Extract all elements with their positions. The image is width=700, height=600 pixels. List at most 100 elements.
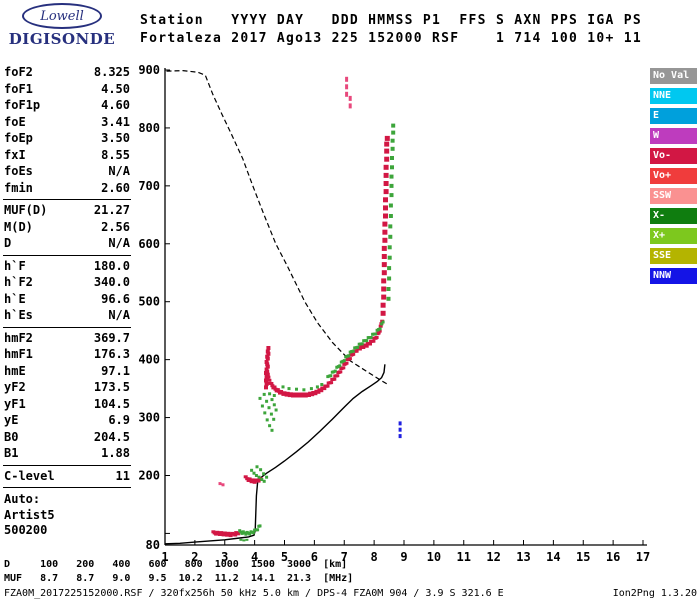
ionogram-plot: 1 2 3 4 5 6 7 8 9 10 11 12 13 14 15 16 17 900 800 700 600 500… bbox=[130, 55, 678, 570]
parameter-row-foes: foEs N/A bbox=[4, 163, 130, 180]
parameter-row-m-d-: M(D) 2.56 bbox=[4, 219, 130, 236]
parameter-row-fxi: fxI 8.55 bbox=[4, 147, 130, 164]
series-F2-trace-O bbox=[266, 319, 385, 398]
parameter-row-hme: hmE 97.1 bbox=[4, 363, 130, 380]
param-value: 369.7 bbox=[93, 330, 130, 345]
param-value: N/A bbox=[108, 308, 130, 322]
y-tick-label: 400 bbox=[138, 353, 160, 367]
param-label: h`Es bbox=[4, 308, 33, 322]
axes: 1 2 3 4 5 6 7 8 9 10 11 12 13 14 15 16 17900800700600500… bbox=[138, 63, 650, 564]
autoscaling-line: Auto: bbox=[4, 492, 41, 506]
parameter-row-b1: B1 1.88 bbox=[4, 445, 130, 462]
param-label: C-level bbox=[4, 468, 55, 483]
param-label: foF1p bbox=[4, 98, 41, 112]
y-tick-label: 700 bbox=[138, 179, 160, 193]
x-tick-label: 7 bbox=[341, 550, 348, 564]
y-tick-label: 900 bbox=[138, 63, 160, 77]
parameter-row-c-level: C-level 11 bbox=[4, 468, 130, 485]
param-label: M(D) bbox=[4, 219, 33, 234]
autoscaling-line: 500200 bbox=[4, 523, 48, 537]
legend-item-w: W bbox=[650, 128, 697, 144]
x-tick-label: 10 bbox=[427, 550, 441, 564]
y-tick-label: 80 bbox=[146, 538, 160, 552]
series-F1-region-X-cluster bbox=[258, 392, 278, 432]
parameter-row-yf1: yF1 104.5 bbox=[4, 396, 130, 413]
param-label: B1 bbox=[4, 446, 19, 460]
param-label: foEp bbox=[4, 131, 33, 145]
x-tick-label: 8 bbox=[371, 550, 378, 564]
param-value: 104.5 bbox=[93, 396, 130, 411]
y-tick-label: 300 bbox=[138, 411, 160, 425]
legend-item-e: E bbox=[650, 108, 697, 124]
legend-item-no-val: No Val bbox=[650, 68, 697, 84]
x-tick-label: 4 bbox=[251, 550, 258, 564]
param-label: foF1 bbox=[4, 81, 33, 96]
lowell-digisonde-logo: Lowell DIGISONDE bbox=[6, 3, 118, 48]
scaled-parameters-panel: foF2 8.325 foF1 4.50 foF1p 4.60 foE 3.41 foEp 3.5… bbox=[3, 62, 131, 539]
logo-digisonde-text: DIGISONDE bbox=[8, 30, 116, 48]
series-F2-spread-column-O bbox=[380, 135, 390, 316]
series-scatter-pink-left bbox=[218, 482, 225, 487]
legend-item-ssw: SSW bbox=[650, 188, 697, 204]
software-version-text: Ion2Png 1.3.20 bbox=[612, 588, 697, 599]
autoscaling-info: Auto: Artist5 500200 bbox=[3, 487, 131, 539]
param-label: fxI bbox=[4, 147, 26, 162]
legend-item-x-: X- bbox=[650, 208, 697, 224]
param-label: hmF2 bbox=[4, 330, 33, 345]
param-value: 96.6 bbox=[101, 291, 130, 306]
param-value: 180.0 bbox=[93, 258, 130, 273]
y-tick-label: 200 bbox=[138, 468, 160, 482]
parameter-row-ye: yE 6.9 bbox=[4, 412, 130, 429]
param-value: N/A bbox=[108, 164, 130, 178]
param-value: 1.88 bbox=[101, 446, 130, 460]
x-tick-label: 5 bbox=[281, 550, 288, 564]
legend-item-vo-: Vo- bbox=[650, 148, 697, 164]
x-tick-label: 15 bbox=[576, 550, 590, 564]
series-F2-spread-column-X bbox=[386, 123, 396, 301]
parameter-row-muf-d-: MUF(D) 21.27 bbox=[4, 202, 130, 219]
distance-muf-table: D 100 200 400 600 800 1000 1500 3000 [km… bbox=[4, 559, 354, 584]
legend-item-sse: SSE bbox=[650, 248, 697, 264]
parameter-row-fof2: foF2 8.325 bbox=[4, 64, 130, 81]
param-label: h`F bbox=[4, 258, 26, 273]
series-F2-trace-X-rise bbox=[326, 320, 385, 379]
param-label: hmE bbox=[4, 363, 26, 378]
param-value: 21.27 bbox=[93, 203, 130, 217]
series-E-layer-trace-X bbox=[238, 524, 262, 536]
y-tick-label: 600 bbox=[138, 237, 160, 251]
param-value: 173.5 bbox=[93, 380, 130, 394]
parameter-group: foF2 8.325 foF1 4.50 foF1p 4.60 foE 3.41 foEp 3.5… bbox=[3, 62, 131, 199]
param-value: 204.5 bbox=[93, 429, 130, 444]
echo-direction-legend: No Val NNE E W Vo- Vo+ SSW X- X+ SSE NNW bbox=[650, 68, 697, 288]
series-true-height-profile bbox=[164, 364, 386, 545]
x-tick-label: 14 bbox=[546, 550, 560, 564]
x-tick-label: 13 bbox=[516, 550, 530, 564]
lowell-logo-oval: Lowell bbox=[22, 3, 102, 29]
ionogram-svg: 1 2 3 4 5 6 7 8 9 10 11 12 13 14 15 16 17900800700600500… bbox=[138, 63, 650, 564]
param-value: N/A bbox=[108, 236, 130, 250]
param-value: 340.0 bbox=[93, 275, 130, 289]
parameter-row-h-es: h`Es N/A bbox=[4, 307, 130, 324]
series-F1-cusp-spread-O bbox=[264, 346, 271, 390]
series-E-region-X-below bbox=[239, 538, 249, 542]
param-value: 176.3 bbox=[93, 347, 130, 361]
series-oblique-scatter-blue bbox=[398, 421, 402, 439]
x-tick-label: 12 bbox=[486, 550, 500, 564]
series-F2-trace-X-flat bbox=[281, 383, 324, 392]
param-value: 97.1 bbox=[101, 363, 130, 378]
param-label: foF2 bbox=[4, 65, 33, 79]
param-value: 11 bbox=[115, 468, 130, 483]
parameter-row-yf2: yF2 173.5 bbox=[4, 379, 130, 396]
param-label: yE bbox=[4, 413, 19, 427]
param-label: foE bbox=[4, 114, 26, 129]
parameter-row-h-e: h`E 96.6 bbox=[4, 291, 130, 308]
parameter-row-foe: foE 3.41 bbox=[4, 114, 130, 131]
x-tick-label: 17 bbox=[636, 550, 650, 564]
param-value: 4.60 bbox=[101, 98, 130, 112]
logo-lowell-text: Lowell bbox=[40, 8, 84, 24]
param-label: yF1 bbox=[4, 396, 26, 411]
param-label: h`E bbox=[4, 291, 26, 306]
file-info-text: FZA0M_2017225152000.RSF / 320fx256h 50 k… bbox=[4, 588, 504, 599]
parameter-row-foep: foEp 3.50 bbox=[4, 130, 130, 147]
param-value: 4.50 bbox=[101, 81, 130, 96]
